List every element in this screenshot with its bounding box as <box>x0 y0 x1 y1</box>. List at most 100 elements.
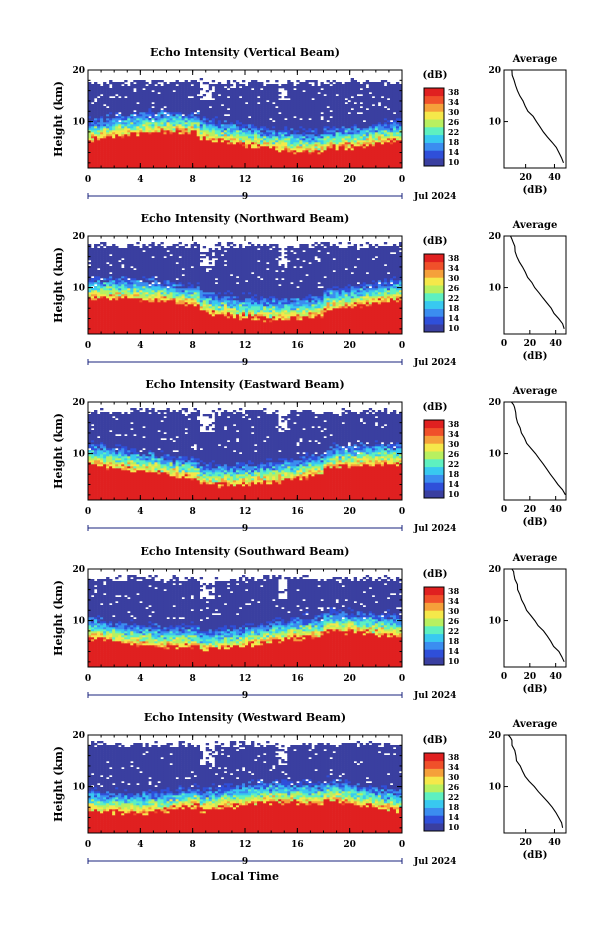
heatmap-cell <box>217 118 222 121</box>
heatmap-cell <box>121 146 125 149</box>
heatmap-cell <box>130 152 134 155</box>
heatmap-cell <box>341 132 345 135</box>
heatmap-cell <box>284 122 288 125</box>
heatmap-cell <box>365 164 370 167</box>
heatmap-cell <box>368 128 373 131</box>
heatmap-cell <box>353 90 358 93</box>
heatmap-cell <box>205 150 210 153</box>
heatmap-cell <box>166 116 170 119</box>
heatmap-cell <box>226 116 231 119</box>
heatmap-cell <box>232 154 237 157</box>
heatmap-cell <box>392 150 397 153</box>
heatmap-cell <box>133 150 137 153</box>
heatmap-cell <box>214 166 219 169</box>
heatmap-cell <box>362 146 367 149</box>
heatmap-cell <box>266 134 270 137</box>
heatmap-cell <box>272 108 276 111</box>
heatmap-cell <box>154 128 158 131</box>
heatmap-cell <box>248 134 252 137</box>
heatmap-cell <box>226 330 231 333</box>
heatmap-cell <box>136 110 140 113</box>
heatmap-cell <box>350 102 354 105</box>
heatmap-cell <box>223 102 228 105</box>
heatmap-cell <box>338 128 342 131</box>
heatmap-cell <box>154 118 158 121</box>
heatmap-cell <box>380 94 385 97</box>
heatmap-cell <box>91 98 95 101</box>
heatmap-cell <box>320 164 324 167</box>
heatmap-cell <box>199 160 204 163</box>
heatmap-cell <box>160 166 164 169</box>
heatmap-cell <box>217 110 222 113</box>
heatmap-cell <box>365 324 370 327</box>
heatmap-cell <box>335 138 339 141</box>
heatmap-cell <box>154 158 158 161</box>
heatmap-cell <box>124 152 128 155</box>
heatmap-cell <box>160 148 164 151</box>
heatmap-cell <box>365 328 370 331</box>
heatmap-cell <box>202 104 207 107</box>
heatmap-cell <box>395 152 400 155</box>
heatmap-cell <box>278 134 282 137</box>
heatmap-cell <box>97 114 101 117</box>
heatmap-cell <box>308 136 312 139</box>
heatmap-cell <box>251 84 255 87</box>
heatmap-cell <box>91 166 95 169</box>
heatmap-cell <box>193 116 197 119</box>
heatmap-cell <box>112 102 116 105</box>
heatmap-cell <box>181 92 185 95</box>
heatmap-cell <box>350 324 354 327</box>
heatmap-cell <box>175 130 179 133</box>
heatmap-cell <box>260 148 264 151</box>
heatmap-cell <box>269 98 273 101</box>
heatmap-cell <box>112 326 116 329</box>
heatmap-cell <box>124 94 128 97</box>
heatmap-cell <box>395 122 400 125</box>
heatmap-cell <box>251 134 255 137</box>
heatmap-cell <box>344 148 348 151</box>
heatmap-cell <box>317 126 321 129</box>
heatmap-cell <box>281 154 285 157</box>
heatmap-cell <box>124 156 128 159</box>
heatmap-cell <box>169 128 173 131</box>
heatmap-cell <box>142 96 146 99</box>
heatmap-cell <box>175 110 179 113</box>
heatmap-cell <box>118 130 122 133</box>
heatmap-cell <box>172 116 176 119</box>
heatmap-cell <box>257 94 261 97</box>
heatmap-cell <box>245 90 249 93</box>
heatmap-cell <box>229 326 234 329</box>
heatmap-cell <box>187 322 191 325</box>
heatmap-cell <box>139 102 143 105</box>
heatmap-cell <box>148 118 152 121</box>
heatmap-cell <box>263 120 267 123</box>
heatmap-cell <box>314 152 318 155</box>
heatmap-cell <box>238 332 243 335</box>
heatmap-cell <box>257 332 261 335</box>
heatmap-cell <box>299 102 303 105</box>
heatmap-cell <box>163 124 167 127</box>
heatmap-cell <box>241 94 246 97</box>
heatmap-cell <box>136 114 140 117</box>
heatmap-cell <box>139 124 143 127</box>
heatmap-cell <box>266 146 270 149</box>
heatmap-cell <box>226 144 231 147</box>
heatmap-cell <box>365 148 370 151</box>
heatmap-cell <box>106 88 110 91</box>
heatmap-cell <box>241 152 246 155</box>
heatmap-cell <box>115 132 119 135</box>
heatmap-cell <box>341 150 345 153</box>
heatmap-cell <box>229 118 234 121</box>
heatmap-cell <box>163 82 167 85</box>
heatmap-cell <box>299 84 303 87</box>
heatmap-cell <box>311 124 315 127</box>
heatmap-cell <box>341 158 345 161</box>
heatmap-cell <box>196 164 201 167</box>
heatmap-cell <box>136 162 140 165</box>
heatmap-cell <box>362 110 367 113</box>
heatmap-cell <box>284 132 288 135</box>
heatmap-cell <box>317 94 321 97</box>
heatmap-cell <box>245 328 249 331</box>
heatmap-cell <box>293 326 297 329</box>
heatmap-cell <box>320 120 324 123</box>
